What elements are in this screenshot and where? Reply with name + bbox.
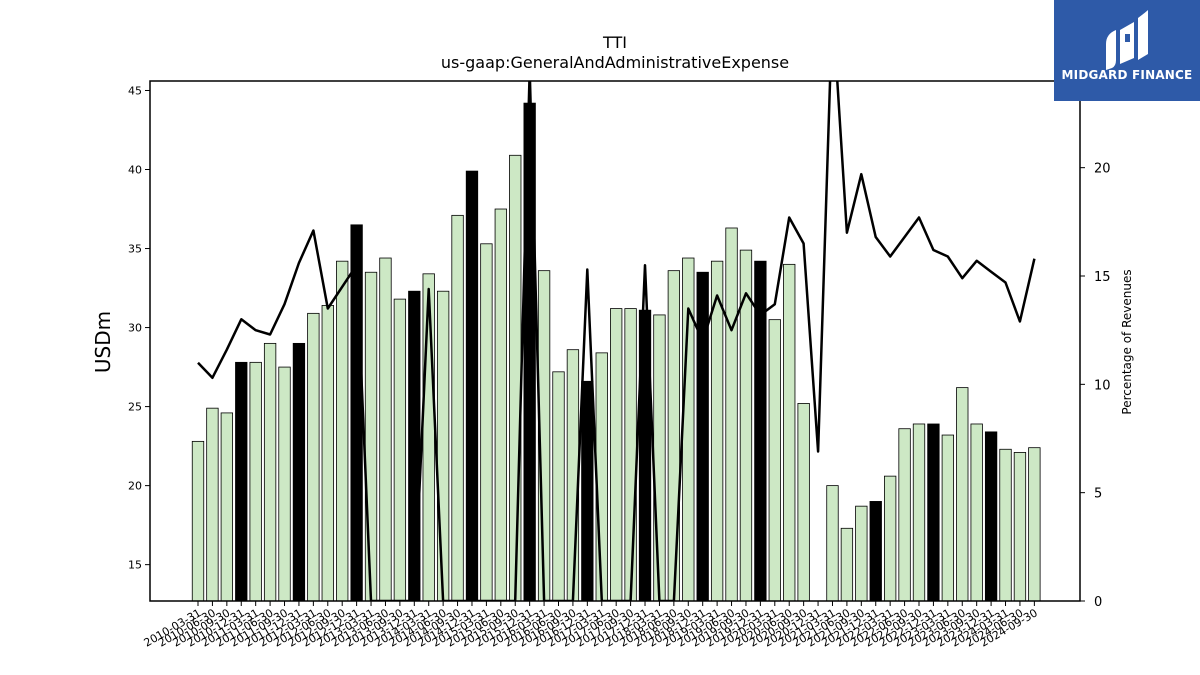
brand-logo: MIDGARD FINANCE [1054,0,1200,101]
bar-2017-03-31 [595,352,608,601]
bar-2010-03-31 [191,440,205,601]
bar-2022-06-30 [898,428,911,601]
bar-2013-06-30 [379,257,392,601]
bar-2016-03-31 [537,270,551,601]
plot-area [191,81,1041,601]
bar-2017-06-30 [610,308,623,601]
bar-2019-12-31 [754,260,767,601]
bar-2014-06-30 [436,290,450,601]
right-axis: 0 5 10 15 20 [1080,162,1111,610]
y2-tick-label: 5 [1094,487,1102,502]
bar-2018-03-31 [653,314,666,601]
y-tick-label: 25 [128,401,142,414]
bar-2016-09-30 [566,349,580,601]
bar-2011-12-31 [292,342,306,601]
bar-2010-12-31 [235,361,248,601]
chart-title: TTI [602,33,627,52]
bar-2015-09-30 [509,154,522,601]
bar-2023-09-30 [970,423,983,601]
bar-2013-03-31 [364,271,378,601]
bar-2021-03-31 [826,485,839,601]
bar-2018-06-30 [667,270,681,601]
bar-2020-03-31 [768,319,781,601]
bar-2021-06-30 [840,527,854,601]
bar-2020-06-30 [783,263,796,601]
plot-frame [149,80,1081,602]
bar-2013-09-30 [393,298,407,601]
bar-2017-12-31 [638,309,652,601]
bar-2012-03-31 [307,312,320,601]
y-axis-label: USDm [91,311,115,373]
left-axis: 15 20 25 30 35 40 45 [128,84,150,572]
bar-2012-09-30 [336,260,349,601]
bar-2011-09-30 [278,366,291,601]
bar-2024-06-30 [1013,452,1027,601]
bar-2023-12-31 [984,431,998,601]
y2-tick-label: 10 [1094,378,1111,393]
bar-2021-12-31 [869,501,882,601]
bar-2019-03-31 [710,260,724,601]
bar-2015-03-31 [480,243,493,601]
midgard-logo-icon [1106,10,1148,70]
bar-2022-12-31 [927,423,940,601]
y2-tick-label: 15 [1094,270,1111,285]
chart-subtitle: us-gaap:GeneralAndAdministrativeExpense [441,53,789,72]
bar-2021-09-30 [855,505,868,601]
bar-2019-09-30 [739,249,753,601]
bar-2010-09-30 [220,412,233,601]
y-tick-label: 20 [128,480,142,493]
bar-2017-09-30 [624,308,637,601]
bar-2023-06-30 [956,387,969,601]
y-tick-label: 40 [128,164,142,177]
bar-2023-03-31 [941,434,954,601]
bar-2011-03-31 [249,361,262,601]
y2-tick-label: 20 [1094,162,1111,177]
bar-2022-03-31 [884,475,897,601]
bar-2015-06-30 [494,208,507,601]
bar-2011-06-30 [263,342,277,601]
pct-revenue-line [197,81,1036,601]
y-tick-label: 45 [128,84,142,97]
bar-2014-09-30 [451,214,464,601]
bar-2024-03-31 [999,448,1012,601]
x-axis: 2010-03-312010-06-302010-09-302010-12-31… [142,601,1040,650]
bar-2019-06-30 [725,227,738,601]
bar-2014-03-31 [422,273,435,601]
y-tick-label: 35 [128,243,142,256]
bar-2013-12-31 [408,290,421,601]
bar-2024-09-30 [1028,447,1041,601]
bar-2020-09-30 [797,403,810,601]
bar-2018-12-31 [696,271,709,601]
bar-2012-06-30 [321,305,334,601]
y-tick-label: 30 [128,322,142,335]
bar-2016-12-31 [581,380,594,601]
bar-2022-09-30 [912,423,926,601]
y-tick-label: 15 [128,559,142,572]
bar-2010-06-30 [206,407,219,601]
brand-name: MIDGARD FINANCE [1061,68,1193,82]
bar-2014-12-31 [465,170,479,601]
y2-tick-label: 0 [1094,595,1102,610]
bar-2016-06-30 [552,371,565,601]
y2-axis-label: Percentage of Revenues [1120,269,1134,414]
